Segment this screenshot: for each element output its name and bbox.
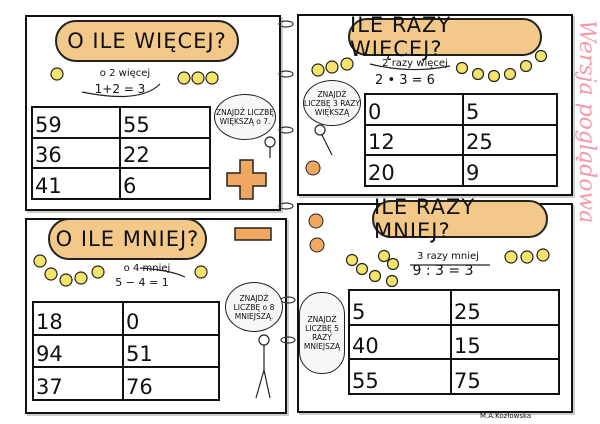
table-cell: 76 [122, 366, 220, 401]
table-cell: 12 [364, 123, 464, 157]
divide-dot-top-icon [308, 213, 324, 229]
table-row: 37 76 [32, 366, 220, 401]
table-cell: 0 [122, 301, 220, 336]
table-cell: 37 [32, 366, 124, 401]
table-row: 55 75 [348, 358, 560, 395]
table-o-ile-wiecej: 59 55 36 22 41 6 [31, 106, 211, 200]
equation-o-ile-wiecej: 1+2 = 3 [94, 82, 146, 96]
table-cell: 94 [32, 333, 124, 369]
equation-ile-razy-mniej: 9 : 3 = 3 [412, 263, 474, 279]
table-cell: 6 [119, 167, 211, 200]
title-o-ile-mniej: O ILE MNIEJ? [48, 218, 207, 260]
bubble-o-ile-mniej: ZNAJDŹ LICZBĘ o 8 MNIEJSZĄ. [225, 282, 283, 332]
table-cell: 36 [31, 136, 121, 170]
table-row: 36 22 [31, 136, 211, 170]
hint-o-ile-mniej: o 4 mniej [123, 263, 171, 274]
title-o-ile-wiecej: O ILE WIĘCEJ? [55, 20, 239, 62]
table-row: 5 25 [348, 289, 560, 326]
divide-dot-bottom-icon [309, 237, 325, 253]
table-cell: 51 [122, 333, 220, 369]
signature: M.A.Kozłowska [480, 412, 532, 420]
multiply-dot-icon [305, 160, 321, 176]
table-cell: 41 [31, 167, 121, 200]
table-cell: 18 [32, 301, 124, 336]
table-cell: 0 [364, 93, 464, 126]
table-cell: 55 [119, 106, 211, 139]
table-cell: 59 [31, 106, 121, 139]
table-row: 18 0 [32, 301, 220, 336]
table-cell: 75 [450, 358, 560, 395]
table-ile-razy-mniej: 5 25 40 15 55 75 [348, 289, 560, 395]
table-cell: 22 [119, 136, 211, 170]
table-row: 40 15 [348, 323, 560, 361]
equation-o-ile-mniej: 5 − 4 = 1 [115, 276, 169, 289]
table-row: 41 6 [31, 167, 211, 200]
table-cell: 5 [348, 289, 452, 326]
table-cell: 9 [462, 154, 558, 187]
table-cell: 25 [450, 289, 560, 326]
bubble-o-ile-wiecej: ZNAJDŹ LICZBĘ WIĘKSZĄ o 7. [214, 94, 276, 140]
table-row: 20 9 [364, 154, 558, 187]
hint-ile-razy-wiecej: 2 razy więcej [382, 58, 448, 69]
table-cell: 25 [462, 123, 558, 157]
table-row: 59 55 [31, 106, 211, 139]
equation-ile-razy-wiecej: 2 • 3 = 6 [375, 73, 435, 88]
table-cell: 20 [364, 154, 464, 187]
table-cell: 40 [348, 323, 452, 361]
plus-sign-icon [226, 159, 267, 200]
bubble-ile-razy-wiecej: ZNAJDŹ LICZBĘ 3 RAZY WIĘKSZĄ [303, 80, 361, 126]
table-cell: 5 [462, 93, 558, 126]
minus-sign-icon [234, 227, 272, 241]
bubble-ile-razy-mniej: ZNAJDŹ LICZBĘ 5 RAZY MNIEJSZĄ [299, 292, 345, 374]
hint-o-ile-wiecej: o 2 więcej [99, 68, 151, 79]
table-cell: 15 [450, 323, 560, 361]
table-cell: 55 [348, 358, 452, 395]
table-o-ile-mniej: 18 0 94 51 37 76 [32, 301, 220, 401]
hint-ile-razy-mniej: 3 razy mniej [417, 251, 479, 262]
table-row: 12 25 [364, 123, 558, 157]
table-row: 94 51 [32, 333, 220, 369]
